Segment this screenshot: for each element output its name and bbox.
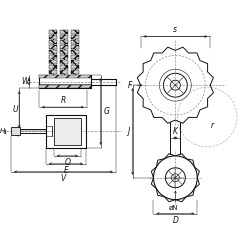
Text: D: D (172, 216, 178, 224)
Text: E: E (64, 166, 68, 175)
Text: O: O (64, 158, 70, 167)
Text: H: H (0, 128, 5, 134)
Bar (49, 50, 57, 54)
Bar (60, 36, 68, 40)
Text: J: J (127, 127, 130, 136)
Bar (71, 30, 79, 34)
Bar (60, 60, 68, 64)
Bar (49, 36, 57, 40)
Bar (49, 30, 57, 34)
Bar (71, 50, 79, 54)
Text: G: G (104, 107, 110, 116)
Bar (71, 70, 79, 74)
Bar (71, 46, 79, 49)
Bar (49, 65, 57, 69)
Bar (60, 70, 68, 74)
Text: F: F (128, 81, 132, 90)
Bar (11, 127, 20, 135)
Bar (71, 55, 79, 59)
Text: K: K (173, 127, 178, 136)
Text: øN: øN (169, 204, 178, 210)
Bar (39, 85, 91, 88)
Bar (49, 70, 57, 74)
Text: R: R (60, 96, 66, 105)
Bar (49, 60, 57, 64)
Bar (71, 36, 79, 40)
Bar (60, 30, 68, 34)
Bar (71, 40, 79, 44)
Bar (60, 40, 68, 44)
Bar (71, 65, 79, 69)
Text: W: W (21, 77, 29, 86)
Text: V: V (61, 174, 66, 183)
Bar (49, 40, 57, 44)
Bar (60, 46, 68, 49)
Bar (71, 60, 79, 64)
Text: U: U (12, 105, 18, 114)
Bar (39, 75, 91, 78)
Text: s: s (173, 26, 177, 35)
Text: r: r (211, 120, 214, 130)
Bar (60, 65, 68, 69)
Bar (60, 50, 68, 54)
Bar (49, 55, 57, 59)
Bar (54, 118, 81, 145)
Bar (60, 55, 68, 59)
Bar (49, 46, 57, 49)
